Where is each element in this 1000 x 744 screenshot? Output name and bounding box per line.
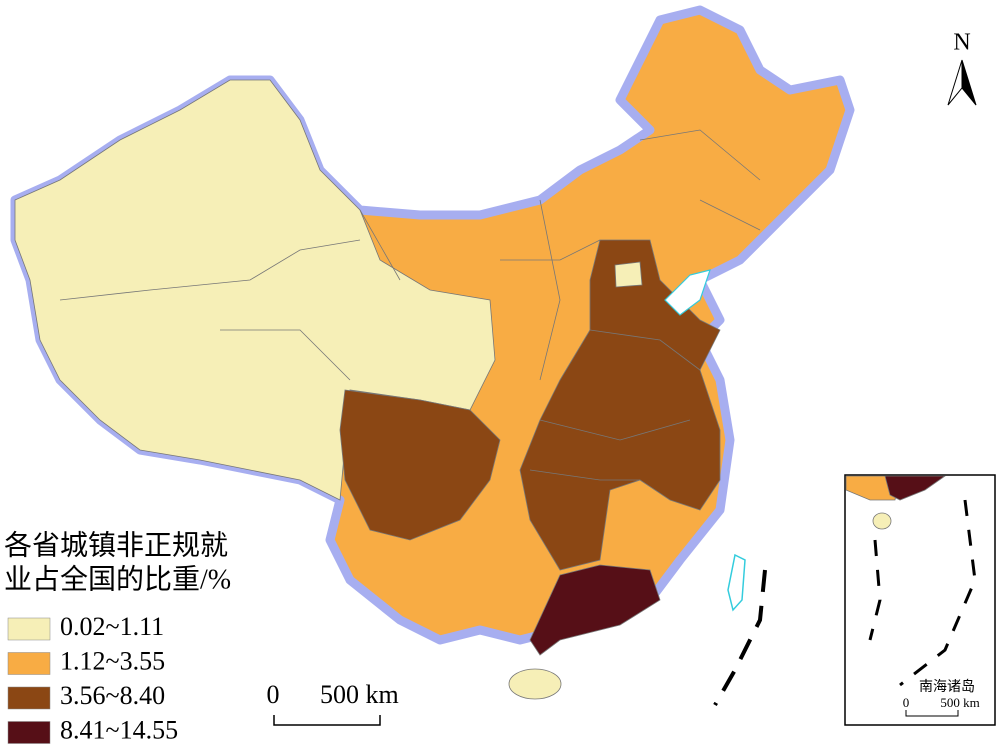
legend-swatch <box>7 652 51 675</box>
north-arrow: N <box>947 30 977 106</box>
arrow <box>947 59 963 106</box>
legend-title: 各省城镇非正规就 <box>4 529 228 561</box>
china-map <box>10 5 855 706</box>
legend-label: 1.12~3.55 <box>60 646 165 675</box>
scale-zero: 0 <box>267 680 280 709</box>
legend-swatch <box>7 686 51 710</box>
province-boundary <box>59 209 401 381</box>
arrow <box>961 59 977 106</box>
legend-label: 0.02~1.11 <box>60 612 164 641</box>
inset-frame <box>844 474 996 726</box>
inset-scale-distance: 500 km <box>940 695 979 710</box>
scale-bar: 0 500 km <box>267 680 399 726</box>
scale-distance: 500 km <box>320 680 399 709</box>
province <box>508 668 562 700</box>
legend-title: 业占全国的比重/% <box>4 563 231 595</box>
province-boundary <box>529 329 701 481</box>
bohai-sea <box>664 269 711 316</box>
inset: 南海诸岛 0 500 km <box>844 474 996 726</box>
boundary-dashes <box>868 499 977 687</box>
scale-line <box>273 715 381 726</box>
inset-label: 南海诸岛 <box>919 679 975 695</box>
legend-swatch <box>7 721 51 744</box>
province <box>614 261 643 288</box>
province <box>529 564 661 656</box>
province <box>872 512 892 530</box>
boundary-dashes <box>713 569 767 706</box>
north-label: N <box>953 30 970 56</box>
inset-scale-bar <box>905 710 959 717</box>
legend-label: 8.41~14.55 <box>60 715 178 744</box>
legend-label: 3.56~8.40 <box>60 681 165 710</box>
province <box>884 475 947 501</box>
province <box>339 389 501 541</box>
taiwan <box>727 553 746 612</box>
legend: 各省城镇非正规就 业占全国的比重/% 0.02~1.11 1.12~3.55 3.5… <box>4 529 231 744</box>
province-boundary <box>500 129 761 381</box>
legend-swatch <box>7 617 51 641</box>
inset-scale-zero: 0 <box>903 695 910 710</box>
